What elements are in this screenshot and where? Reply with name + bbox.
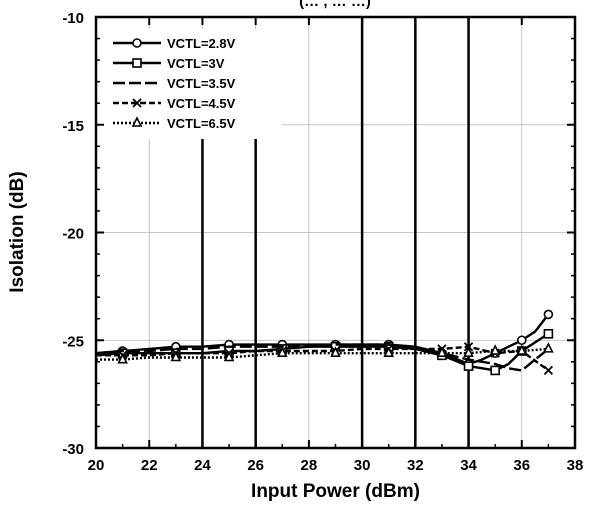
data-point bbox=[516, 344, 528, 355]
y-tick-label: -25 bbox=[62, 333, 84, 350]
x-tick-label: 24 bbox=[194, 457, 211, 474]
vertical-lines bbox=[201, 17, 470, 448]
data-point bbox=[543, 365, 554, 376]
data-point bbox=[223, 350, 235, 362]
legend: VCTL=2.8V VCTL=3V VCTL=3.5V VCTL=4.5V VCTL=6… bbox=[99, 29, 282, 139]
x-tick-label: 28 bbox=[301, 457, 318, 474]
series-vctl-2-8v bbox=[95, 309, 554, 369]
data-point bbox=[132, 38, 142, 48]
legend-label: VCTL=3.5V bbox=[167, 76, 236, 91]
series-line bbox=[95, 343, 550, 372]
data-point bbox=[132, 58, 142, 68]
x-tick-label: 20 bbox=[88, 457, 105, 474]
series-vctl-3-5v bbox=[95, 343, 550, 372]
data-point bbox=[383, 346, 395, 357]
x-tick-label: 38 bbox=[567, 457, 584, 474]
series-line bbox=[96, 345, 550, 372]
data-point bbox=[516, 335, 527, 346]
legend-label: VCTL=2.8V bbox=[167, 36, 236, 51]
axis-ticks: 20 22 24 26 28 30 32 34 36 38 -10 -15 -20 -25 -30 bbox=[62, 10, 583, 474]
x-tick-label: 26 bbox=[247, 457, 264, 474]
data-point bbox=[436, 346, 448, 357]
data-point bbox=[490, 365, 500, 376]
data-point bbox=[131, 116, 143, 127]
data-point bbox=[276, 346, 288, 357]
series-line bbox=[96, 347, 549, 361]
y-tick-label: -15 bbox=[62, 118, 84, 135]
data-point bbox=[330, 346, 341, 357]
series-group bbox=[95, 309, 554, 376]
x-tick-label: 22 bbox=[141, 457, 158, 474]
data-point bbox=[117, 352, 128, 364]
y-tick-label: -30 bbox=[62, 441, 84, 458]
x-tick-label: 30 bbox=[354, 457, 371, 474]
chart-title: (… , … …) bbox=[299, 0, 371, 10]
x-tick-label: 36 bbox=[513, 457, 530, 474]
x-tick-label: 34 bbox=[460, 457, 477, 474]
data-point bbox=[170, 350, 182, 362]
series-vctl-6-5v bbox=[96, 342, 554, 364]
y-tick-label: -20 bbox=[62, 226, 84, 243]
x-tick-label: 32 bbox=[407, 457, 424, 474]
legend-label: VCTL=4.5V bbox=[167, 96, 236, 111]
data-point bbox=[489, 344, 501, 355]
data-point bbox=[463, 361, 474, 371]
data-point bbox=[543, 309, 554, 320]
legend-label: VCTL=6.5V bbox=[167, 116, 236, 131]
data-point bbox=[463, 346, 474, 357]
series-line bbox=[95, 313, 550, 366]
data-point bbox=[543, 328, 554, 339]
y-tick-label: -10 bbox=[62, 10, 84, 27]
y-axis-title: Isolation (dB) bbox=[7, 171, 28, 292]
x-axis-title: Input Power (dBm) bbox=[251, 481, 420, 502]
data-point bbox=[543, 342, 554, 353]
legend-label: VCTL=3V bbox=[167, 56, 225, 71]
data-point bbox=[132, 98, 142, 108]
